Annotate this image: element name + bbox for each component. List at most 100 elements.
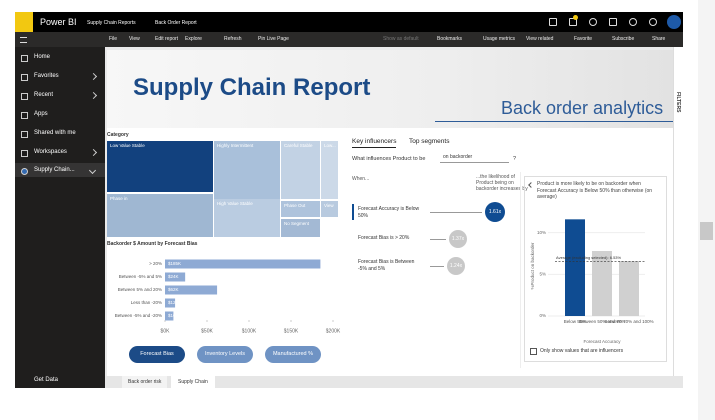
checkbox-label[interactable]: Only show values that are influencers xyxy=(540,348,624,354)
menu-item[interactable]: Favorite xyxy=(574,36,593,42)
ki-bubble[interactable]: 1.37x xyxy=(449,230,467,248)
x-category: Between 50% and 70% xyxy=(579,319,626,324)
column xyxy=(592,251,612,316)
nav-icon xyxy=(21,131,28,138)
app-name: Power BI xyxy=(40,17,77,27)
bar-label: $10K xyxy=(168,313,179,318)
icon-help[interactable] xyxy=(629,18,637,26)
x-category: Below 50% xyxy=(564,319,587,324)
ki-tab[interactable]: Key influencers xyxy=(352,138,397,148)
x-axis-title: Forecast Accuracy xyxy=(583,339,621,344)
ki-item[interactable]: Forecast Bias is Between -5% and 5% xyxy=(358,259,415,272)
scroll-thumb[interactable] xyxy=(700,222,713,240)
menu-item[interactable]: Refresh xyxy=(224,36,242,42)
workspace-link[interactable]: Supply Chain Reports xyxy=(87,20,136,26)
nav-get-data[interactable]: Get Data xyxy=(34,377,59,383)
scrollbar xyxy=(698,0,715,420)
ki-item[interactable]: Forecast Bias is > 20% xyxy=(358,235,410,241)
bar xyxy=(165,259,321,269)
nav-icon xyxy=(21,55,28,62)
menu-item[interactable]: Bookmarks xyxy=(437,36,463,42)
button[interactable]: Forecast Bias xyxy=(129,346,185,363)
ki-arrow xyxy=(430,266,444,267)
y-tick-label: 5% xyxy=(539,272,546,277)
treemap-tile[interactable]: High Value Stable xyxy=(214,199,280,237)
column xyxy=(565,219,585,316)
ki-question: What influences Product to be xyxy=(352,156,426,162)
average-label: Average (excluding selected): 6.53% xyxy=(556,255,622,260)
tab[interactable]: Back order risk xyxy=(122,376,168,388)
menu-item[interactable]: File xyxy=(109,36,118,42)
bar-category: Between 5% and 20% xyxy=(118,287,162,292)
menu-item[interactable]: View xyxy=(129,36,140,42)
y-tick-label: 0% xyxy=(539,313,546,318)
bar-chart-title: Backorder $ Amount by Forecast Bias xyxy=(107,241,198,247)
bar-label: $12K xyxy=(168,300,179,305)
menu-item[interactable]: View related xyxy=(526,36,554,42)
icon-download[interactable] xyxy=(609,18,617,26)
nav-item[interactable]: Recent xyxy=(34,92,54,98)
x-tick-label: $0K xyxy=(161,328,171,334)
report-subtitle: Back order analytics xyxy=(501,98,664,118)
treemap-tile[interactable]: No Segment xyxy=(281,219,320,237)
ki-bubble[interactable]: 1.61x xyxy=(485,202,505,222)
nav-item[interactable]: Shared with me xyxy=(34,130,76,136)
notification-badge xyxy=(573,15,578,20)
avatar[interactable] xyxy=(667,15,681,29)
app-launcher[interactable] xyxy=(15,12,33,32)
menu-item[interactable]: Pin Live Page xyxy=(258,36,289,42)
button[interactable]: Manufactured % xyxy=(265,346,321,363)
nav-item[interactable]: Supply Chain... xyxy=(34,167,75,173)
hamburger[interactable] xyxy=(20,37,27,43)
menu-item[interactable]: Usage metrics xyxy=(483,36,515,42)
menu-item[interactable]: Explore xyxy=(185,36,202,42)
header-rule xyxy=(435,121,673,122)
ki-bubble[interactable]: 1.24x xyxy=(447,257,465,275)
icon-settings[interactable] xyxy=(589,18,597,26)
bar xyxy=(165,272,186,282)
top-bar xyxy=(15,12,683,32)
menu-item[interactable]: Edit report xyxy=(155,36,179,42)
icon-feedback[interactable] xyxy=(649,18,657,26)
ki-tab[interactable]: Top segments xyxy=(409,138,450,145)
ki-item[interactable]: Forecast Accuracy is Below 50% xyxy=(358,206,420,219)
nav-icon xyxy=(21,168,28,175)
nav-item[interactable]: Workspaces xyxy=(34,149,67,155)
filters-pane[interactable] xyxy=(673,47,683,377)
window: Power BI Supply Chain Reports Back Order… xyxy=(15,12,683,388)
ki-likelihood: ...the likelihood of Product being on ba… xyxy=(476,174,528,192)
y-tick-label: 10% xyxy=(537,230,546,235)
treemap-tile[interactable]: Highly Intermittent xyxy=(214,141,280,207)
y-axis-title: %Product on backorder xyxy=(530,242,535,290)
menu-item[interactable]: Subscribe xyxy=(612,36,635,42)
nav-icon xyxy=(21,74,28,81)
ki-dropdown[interactable]: on backorder xyxy=(440,154,509,163)
icon-expand[interactable] xyxy=(549,18,557,26)
ki-help[interactable]: ? xyxy=(513,156,517,162)
x-tick-label: $150K xyxy=(284,328,299,334)
nav-item[interactable]: Home xyxy=(34,54,51,60)
nav-item[interactable]: Favorites xyxy=(34,73,59,79)
ki-detail-box xyxy=(524,176,667,362)
bar xyxy=(165,311,174,321)
tab-active[interactable]: Supply Chain xyxy=(171,376,215,388)
treemap-tile[interactable]: Phase in xyxy=(107,194,213,237)
ki-detail-text: Product is more likely to be on backorde… xyxy=(537,181,653,200)
treemap-tile[interactable]: Low Value Stable xyxy=(107,141,213,192)
nav-item[interactable]: Apps xyxy=(34,111,48,117)
bar-category: Less than -20% xyxy=(131,300,162,305)
ki-when: When... xyxy=(352,176,370,182)
ki-arrow xyxy=(430,239,446,240)
bar xyxy=(165,298,176,308)
bar xyxy=(165,285,218,295)
report-name: Back Order Report xyxy=(155,20,197,26)
treemap-tile[interactable]: View xyxy=(321,201,338,217)
nav-icon xyxy=(21,93,28,100)
checkbox[interactable] xyxy=(530,348,537,355)
treemap-tile[interactable]: Low... xyxy=(321,141,338,199)
treemap-tile[interactable]: Careful Stable xyxy=(281,141,320,199)
treemap-tile[interactable]: Phase Out xyxy=(281,201,320,217)
x-tick-label: $100K xyxy=(242,328,257,334)
menu-item[interactable]: Share xyxy=(652,36,666,42)
button[interactable]: Inventory Levels xyxy=(197,346,253,363)
